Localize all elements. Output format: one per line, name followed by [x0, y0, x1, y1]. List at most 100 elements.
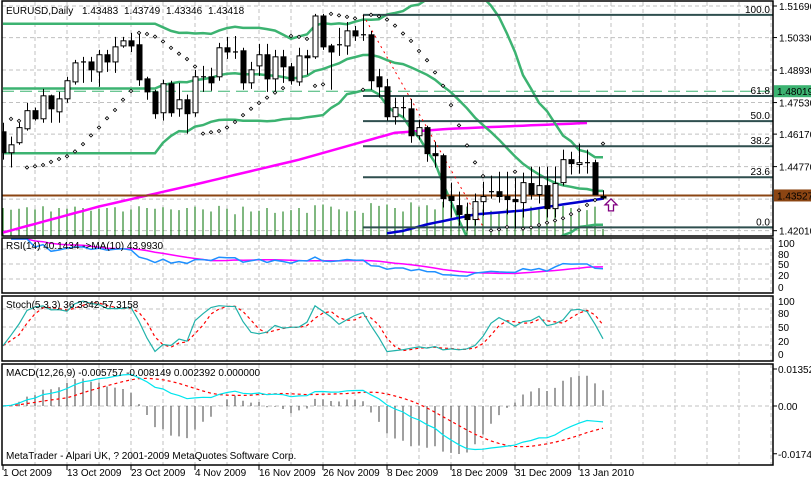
candlestick — [184, 94, 191, 134]
parabolic-sar-dot — [8, 116, 14, 122]
candlestick — [192, 69, 199, 117]
time-axis-label: 8 Dec 2009 — [387, 468, 439, 479]
candle-body-bull — [312, 15, 319, 58]
rsi-line — [11, 238, 604, 277]
candle-body-bear — [376, 76, 383, 88]
stochastic-pane-frame — [1, 295, 774, 362]
parabolic-sar-dot — [240, 112, 246, 118]
candlestick — [288, 62, 295, 85]
candle-body-bear — [368, 34, 375, 82]
parabolic-sar-dot — [496, 227, 502, 232]
candle-body-bull — [56, 98, 63, 113]
ohlc-low: 1.43346 — [166, 6, 203, 17]
time-axis-label: 13 Jan 2010 — [579, 468, 634, 479]
rsi-axis-label: 80 — [778, 250, 790, 261]
candlestick — [320, 13, 327, 50]
candle-body-bear — [504, 196, 511, 201]
parabolic-sar-dot — [312, 83, 318, 89]
parabolic-sar-dot — [376, 14, 382, 19]
candlestick — [512, 177, 519, 229]
macd-label: MACD(12,26,9) -0.005757 -0.008149 0.0023… — [6, 368, 261, 379]
macd-pane[interactable] — [2, 373, 604, 454]
stochastic-axis-label: 100 — [778, 297, 795, 308]
candle-body-bear — [592, 162, 599, 196]
fibonacci-level-label: 61.8 — [751, 86, 771, 97]
rsi-pane[interactable] — [11, 238, 604, 277]
candle-body-bear — [304, 55, 311, 59]
candle-body-bear — [184, 99, 191, 115]
parabolic-sar-dot — [592, 197, 598, 203]
candle-body-bear — [88, 61, 95, 71]
candlestick — [384, 78, 391, 121]
candlestick — [40, 88, 47, 123]
candle-body-bear — [32, 110, 39, 120]
candlestick — [585, 149, 590, 174]
candlestick — [248, 61, 255, 89]
candlestick — [328, 43, 335, 90]
candle-body-bull — [392, 107, 399, 118]
parabolic-sar-dot — [512, 169, 518, 174]
candlestick — [16, 122, 23, 145]
bollinger-upper-band — [3, 2, 603, 159]
parabolic-sar-dot — [544, 220, 550, 225]
candlestick — [592, 159, 599, 196]
candlestick — [201, 65, 206, 92]
stochastic-pane[interactable] — [2, 300, 604, 353]
candlestick — [296, 47, 303, 86]
parabolic-sar-dot — [56, 156, 62, 162]
trend-line — [362, 14, 484, 227]
bollinger-middle-band — [3, 53, 603, 193]
candlestick — [376, 68, 383, 98]
candle-body-bear — [288, 66, 295, 82]
candlestick — [472, 193, 479, 226]
rsi-pane-frame — [1, 237, 774, 294]
up-arrow-icon — [603, 197, 619, 212]
candlestick — [568, 151, 575, 175]
parabolic-sar-dot — [192, 64, 198, 69]
macd-axis-label: 0.01352 — [778, 365, 811, 376]
parabolic-sar-dot — [560, 216, 566, 221]
parabolic-sar-dot — [576, 208, 582, 213]
parabolic-sar-dot — [464, 143, 470, 148]
candle-body-bear — [512, 199, 519, 203]
parabolic-sar-dot — [160, 39, 166, 44]
parabolic-sar-dot — [504, 224, 510, 230]
candle-body-bull — [112, 46, 119, 63]
ohlc-open: 1.43483 — [82, 6, 119, 17]
candle-body-bull — [8, 144, 15, 154]
parabolic-sar-dot — [64, 153, 70, 159]
rsi-axis-label: 100 — [778, 239, 795, 250]
parabolic-sar-dot — [256, 100, 262, 106]
candle-body-bear — [2, 131, 7, 154]
candlestick — [489, 175, 494, 199]
candlestick — [240, 47, 247, 90]
candlestick — [48, 94, 55, 123]
candlestick — [104, 49, 111, 72]
parabolic-sar-dot — [360, 87, 366, 93]
ohlc-high: 1.43749 — [124, 6, 161, 17]
candle-body-bear — [384, 86, 391, 118]
alert-price-label-background — [774, 85, 811, 98]
candle-body-bull — [560, 159, 567, 184]
parabolic-sar-dot — [152, 34, 158, 39]
parabolic-sar-dot — [232, 119, 238, 125]
candle-body-bull — [192, 76, 199, 114]
candle-body-bear — [544, 185, 551, 210]
parabolic-sar-dot — [144, 31, 150, 37]
price-axis-label: 1.46170 — [779, 130, 811, 141]
candle-body-bear — [152, 91, 159, 115]
fibonacci-level-label: 100.0 — [745, 5, 770, 16]
parabolic-sar-dot — [528, 225, 534, 230]
candle-body-bull — [344, 30, 351, 47]
parabolic-sar-dot — [488, 228, 494, 233]
parabolic-sar-dot — [120, 97, 126, 103]
parabolic-sar-dot — [72, 149, 78, 154]
time-axis-label: 4 Nov 2009 — [195, 468, 247, 479]
price-pane[interactable]: 0.0 23.6 38.2 50.0 61.8 100.0 — [1, 0, 773, 263]
time-axis-label: 31 Dec 2009 — [515, 468, 572, 479]
candlestick — [216, 42, 223, 81]
candle-body-bear — [128, 40, 135, 47]
parabolic-sar-dot — [456, 123, 462, 128]
